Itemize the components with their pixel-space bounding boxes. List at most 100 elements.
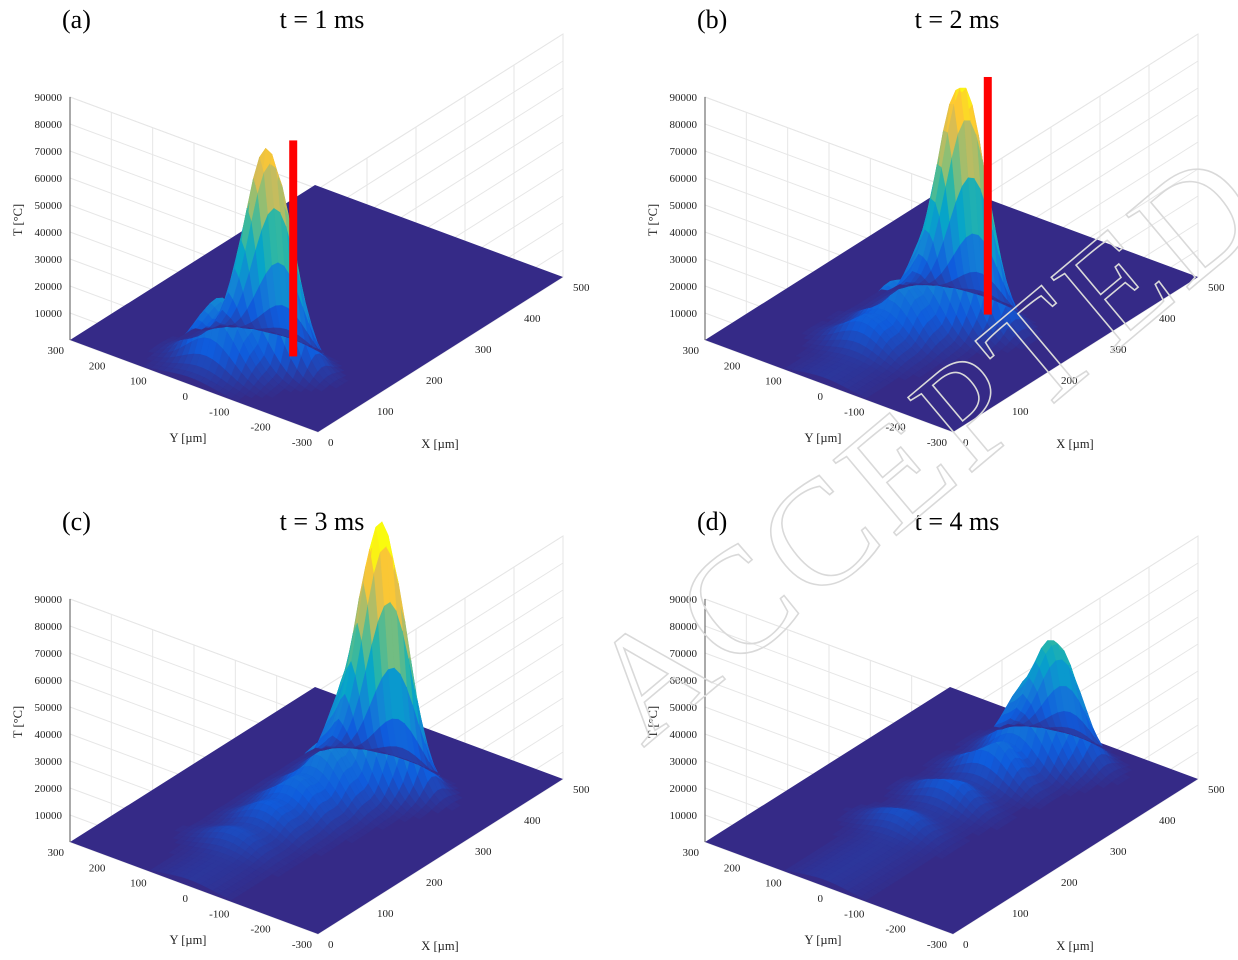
z-tick-label: 20000 <box>35 783 63 795</box>
y-tick-label: 200 <box>89 862 106 874</box>
z-tick-label: 30000 <box>670 254 698 266</box>
y-tick-label: 100 <box>765 878 782 890</box>
z-tick-label: 50000 <box>670 702 698 714</box>
panel-time-label: t = 4 ms <box>915 507 1000 536</box>
z-axis-label: T [°C] <box>11 204 25 236</box>
z-tick-label: 20000 <box>35 281 63 293</box>
y-tick-label: 200 <box>89 360 106 372</box>
z-axis-label: T [°C] <box>646 204 660 236</box>
y-tick-label: -300 <box>292 437 313 449</box>
z-tick-label: 80000 <box>670 621 698 633</box>
panel-label: (d) <box>697 507 727 536</box>
z-axis-label: T [°C] <box>11 706 25 738</box>
z-tick-label: 90000 <box>670 92 698 104</box>
surface-patch <box>825 315 837 320</box>
z-tick-label: 80000 <box>35 621 63 633</box>
chart-panel-b: 1000020000300004000050000600007000080000… <box>646 5 1225 451</box>
z-tick-label: 60000 <box>35 675 63 687</box>
z-tick-label: 10000 <box>670 308 698 320</box>
surface-patch <box>785 365 797 370</box>
x-tick-label: 300 <box>475 846 492 858</box>
z-tick-label: 10000 <box>35 810 63 822</box>
z-tick-label: 10000 <box>35 308 63 320</box>
z-tick-label: 40000 <box>35 729 63 741</box>
surface-patch <box>174 827 186 833</box>
chart-panel-c: 1000020000300004000050000600007000080000… <box>11 507 590 953</box>
y-tick-label: 300 <box>48 847 65 859</box>
y-tick-label: -100 <box>209 908 230 920</box>
laser-marker <box>289 140 298 357</box>
x-tick-label: 100 <box>1012 406 1029 418</box>
z-tick-label: 60000 <box>35 173 63 185</box>
y-tick-label: -200 <box>885 422 906 434</box>
y-tick-label: 300 <box>683 345 700 357</box>
x-tick-label: 200 <box>1061 877 1078 889</box>
y-tick-label: -100 <box>209 406 230 418</box>
x-axis-label: X [µm] <box>421 939 458 953</box>
y-tick-label: 100 <box>130 878 147 890</box>
x-tick-label: 300 <box>1110 846 1127 858</box>
chart-panel-a: 10000 20000 30000 40000 50000 60000 70000 80000… <box>11 5 590 451</box>
x-tick-label: 500 <box>1208 784 1225 796</box>
x-tick-label: 0 <box>963 437 969 449</box>
z-axis-label: T [°C] <box>646 706 660 738</box>
z-tick-label: 10000 <box>670 810 698 822</box>
panel-label: (c) <box>62 507 91 536</box>
z-tick-label: 60000 <box>670 173 698 185</box>
x-tick-label: 300 <box>1110 344 1127 356</box>
z-tick-label: 70000 <box>35 146 63 158</box>
y-tick-label: -200 <box>250 924 271 936</box>
y-tick-label: 100 <box>765 376 782 388</box>
z-tick-label: 90000 <box>35 594 63 606</box>
x-tick-label: 0 <box>963 939 969 951</box>
panel-time-label: t = 2 ms <box>915 5 1000 34</box>
y-tick-label: 300 <box>48 345 65 357</box>
z-tick-label: 90000 <box>35 92 63 104</box>
x-tick-label: 400 <box>1159 313 1176 325</box>
z-tick-label: 80000 <box>670 119 698 131</box>
z-tick-label: 90000 <box>670 594 698 606</box>
x-tick-label: 0 <box>328 437 334 449</box>
chart-panel-d: 1000020000300004000050000600007000080000… <box>646 507 1225 953</box>
y-tick-label: -100 <box>844 908 865 920</box>
x-tick-label: 500 <box>1208 282 1225 294</box>
x-tick-label: 500 <box>573 784 590 796</box>
y-tick-label: -200 <box>250 422 271 434</box>
panel-time-label: t = 1 ms <box>280 5 365 34</box>
z-tick-label: 70000 <box>35 648 63 660</box>
z-tick-label: 70000 <box>670 146 698 158</box>
z-tick-label: 50000 <box>35 200 63 212</box>
x-tick-label: 500 <box>573 282 590 294</box>
z-tick-label: 40000 <box>35 227 63 239</box>
panel-label: (b) <box>697 5 727 34</box>
y-tick-label: -100 <box>844 406 865 418</box>
y-tick-label: 0 <box>183 893 189 905</box>
surface-patch <box>801 330 813 336</box>
y-tick-label: 200 <box>724 862 741 874</box>
y-tick-label: 0 <box>818 893 824 905</box>
x-tick-label: 200 <box>426 877 443 889</box>
x-tick-label: 0 <box>328 939 334 951</box>
y-tick-label: 300 <box>683 847 700 859</box>
x-axis-label: X [µm] <box>1056 437 1093 451</box>
y-axis-label: Y [µm] <box>170 431 207 445</box>
laser-marker <box>983 76 992 315</box>
z-tick-label: 80000 <box>35 119 63 131</box>
x-tick-label: 300 <box>475 344 492 356</box>
surface-patch <box>795 353 807 358</box>
z-tick-label: 40000 <box>670 227 698 239</box>
x-tick-label: 100 <box>377 908 394 920</box>
panel-label: (a) <box>62 5 91 34</box>
surface-patch <box>801 342 813 348</box>
y-tick-label: -300 <box>927 939 948 951</box>
y-tick-label: -200 <box>885 924 906 936</box>
surface-patch <box>147 348 160 353</box>
x-tick-label: 200 <box>426 375 443 387</box>
x-axis-label: X [µm] <box>421 437 458 451</box>
y-axis-label: Y [µm] <box>805 431 842 445</box>
surface <box>705 87 1198 432</box>
y-tick-label: -300 <box>927 437 948 449</box>
z-tick-label: 20000 <box>670 783 698 795</box>
z-tick-label: 30000 <box>35 254 63 266</box>
